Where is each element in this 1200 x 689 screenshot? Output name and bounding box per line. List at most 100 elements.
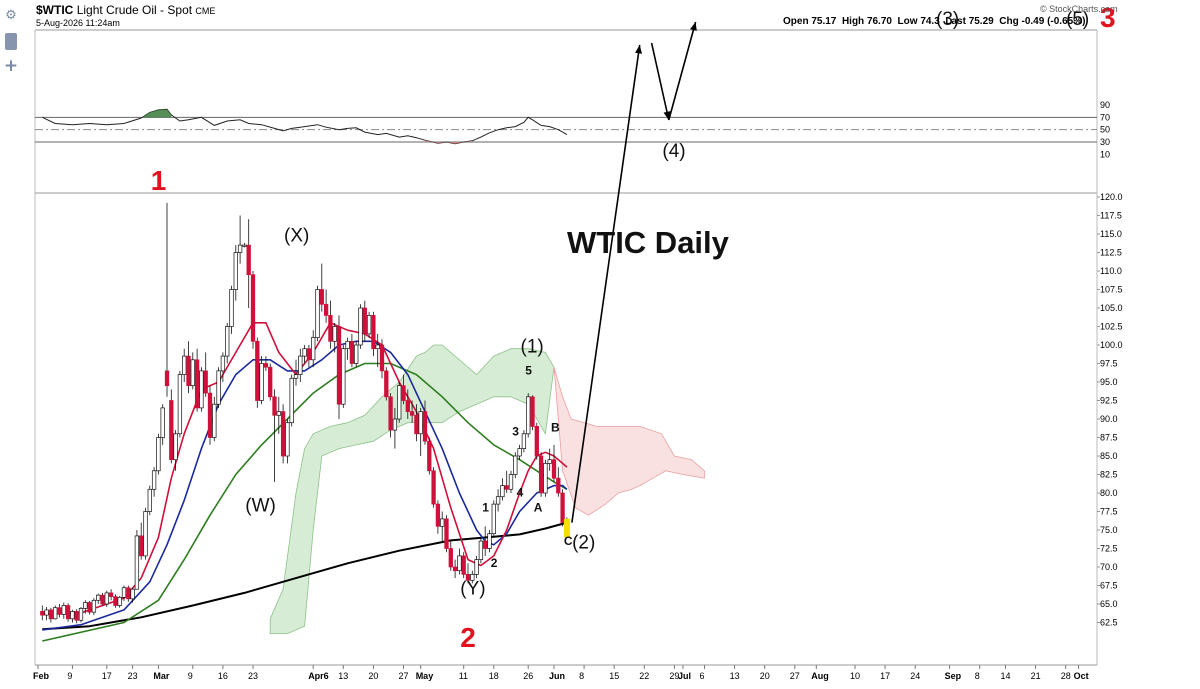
candle bbox=[160, 404, 165, 445]
candle-body bbox=[280, 411, 286, 457]
candle bbox=[440, 511, 445, 542]
candle-body bbox=[418, 411, 423, 435]
candle bbox=[414, 404, 419, 442]
candle-body bbox=[70, 611, 75, 620]
candle-body bbox=[139, 535, 144, 557]
candle bbox=[225, 322, 230, 364]
candle bbox=[285, 419, 290, 464]
candle bbox=[108, 589, 114, 601]
price-tick-label: 97.5 bbox=[1100, 359, 1118, 369]
candle-body bbox=[259, 363, 264, 401]
price-tick-label: 67.5 bbox=[1100, 581, 1118, 591]
candle-body bbox=[495, 496, 501, 505]
x-tick-label: 16 bbox=[218, 671, 228, 681]
arrowhead-3 bbox=[635, 45, 643, 54]
candle-body bbox=[61, 605, 66, 615]
candle-body bbox=[216, 370, 221, 405]
candle bbox=[358, 304, 363, 349]
candle-body bbox=[44, 609, 49, 616]
candle bbox=[229, 285, 234, 334]
gear-icon[interactable]: ⚙ bbox=[5, 8, 17, 23]
candle bbox=[345, 337, 350, 360]
candle bbox=[268, 363, 273, 401]
candle bbox=[53, 605, 58, 620]
x-tick-label: 18 bbox=[489, 671, 499, 681]
candle bbox=[220, 352, 226, 382]
price-tick-label: 75.0 bbox=[1100, 525, 1118, 535]
candle-body bbox=[194, 359, 200, 409]
candle bbox=[551, 444, 557, 482]
candle-body bbox=[457, 555, 462, 572]
candle-body bbox=[302, 348, 307, 357]
candle-body bbox=[543, 463, 548, 494]
candle-body bbox=[186, 355, 191, 387]
candle bbox=[483, 526, 488, 556]
brand: © StockCharts.com bbox=[1040, 4, 1118, 14]
candle bbox=[388, 393, 393, 438]
x-tick-label: 20 bbox=[760, 671, 770, 681]
candle bbox=[177, 370, 183, 438]
candle-body bbox=[349, 340, 355, 364]
candle bbox=[104, 590, 109, 607]
candle-body bbox=[78, 608, 84, 621]
candle-body bbox=[177, 374, 183, 435]
candle bbox=[362, 300, 367, 342]
wave-label: (X) bbox=[284, 225, 309, 246]
chart-date: 5-Aug-2026 11:24am bbox=[36, 18, 120, 28]
candle bbox=[276, 396, 281, 434]
rsi-tick-label: 10 bbox=[1100, 149, 1110, 159]
arrowhead-5 bbox=[690, 22, 697, 31]
candle-body bbox=[366, 315, 372, 335]
arrowhead-4 bbox=[663, 111, 671, 120]
x-tick-label: 22 bbox=[639, 671, 649, 681]
rsi-tick-label: 50 bbox=[1100, 125, 1110, 135]
candle bbox=[57, 604, 62, 618]
candle-body bbox=[336, 326, 342, 405]
price-tick-label: 82.5 bbox=[1100, 470, 1118, 480]
candle bbox=[349, 333, 355, 368]
panel-icon[interactable] bbox=[5, 33, 17, 50]
candle-body bbox=[397, 385, 402, 420]
rsi-overbought-fill bbox=[141, 109, 172, 118]
x-tick-label: 17 bbox=[102, 671, 112, 681]
candle bbox=[354, 341, 359, 368]
x-tick-label: 14 bbox=[1001, 671, 1011, 681]
candle bbox=[547, 448, 552, 471]
candle bbox=[560, 489, 565, 527]
price-tick-label: 62.5 bbox=[1100, 618, 1118, 628]
x-tick-label: 8 bbox=[579, 671, 584, 681]
candle bbox=[422, 400, 428, 445]
projection-wave-3 bbox=[571, 44, 641, 523]
wave-label: (Y) bbox=[460, 578, 485, 599]
candle bbox=[517, 444, 522, 460]
candle bbox=[126, 585, 131, 602]
candle bbox=[237, 215, 243, 264]
rsi-tick-label: 70 bbox=[1100, 112, 1110, 122]
x-tick-label: 20 bbox=[368, 671, 378, 681]
plus-icon[interactable]: + bbox=[3, 56, 19, 76]
candle bbox=[478, 537, 484, 564]
candle-body bbox=[156, 437, 161, 472]
candle bbox=[508, 470, 514, 493]
ichimoku-cloud-red bbox=[553, 367, 705, 516]
candle bbox=[78, 606, 84, 623]
price-tick-label: 95.0 bbox=[1100, 377, 1118, 387]
candle bbox=[139, 522, 144, 560]
price-tick-label: 72.5 bbox=[1100, 544, 1118, 554]
candle-body bbox=[293, 374, 299, 379]
candle bbox=[182, 348, 187, 382]
candle-body bbox=[285, 422, 290, 457]
x-tick-label: Jun bbox=[549, 671, 565, 681]
x-tick-label: Mar bbox=[153, 671, 170, 681]
price-tick-label: 120.0 bbox=[1100, 192, 1123, 202]
candle-body bbox=[220, 355, 226, 372]
candle bbox=[164, 202, 170, 397]
candle-body bbox=[465, 574, 471, 581]
candle bbox=[91, 598, 97, 616]
candle-body bbox=[100, 594, 105, 605]
candle bbox=[263, 356, 269, 371]
wave-label: 1 bbox=[151, 165, 167, 196]
price-tick-label: 115.0 bbox=[1100, 229, 1122, 239]
rsi-tick-label: 90 bbox=[1100, 100, 1110, 110]
candle bbox=[61, 602, 66, 619]
